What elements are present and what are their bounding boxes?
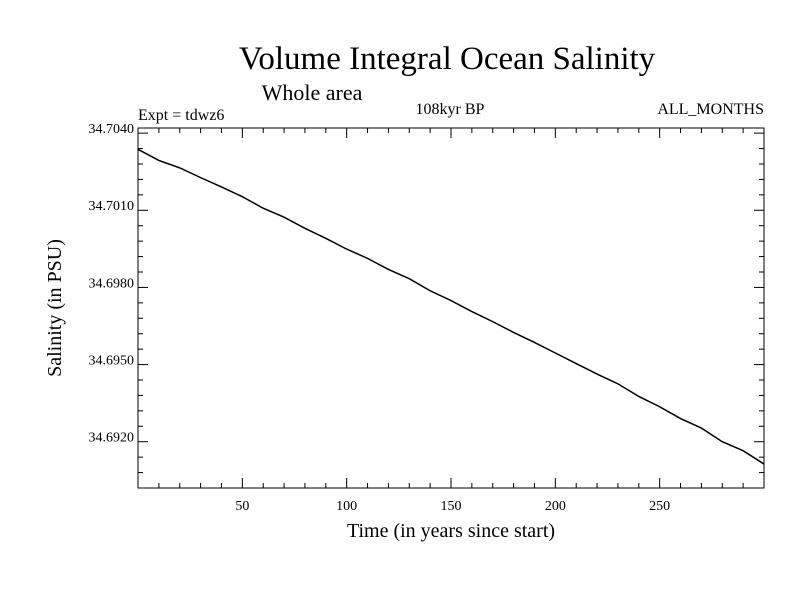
experiment-label: Expt = tdwz6 [138,107,224,124]
x-tick-label: 250 [649,499,670,514]
y-tick-label: 34.7010 [89,199,135,214]
y-tick-label: 34.6920 [89,431,135,446]
chart-subtitle: Whole area [262,80,363,105]
axis-ticks [138,128,764,488]
y-tick-label: 34.6980 [89,276,135,291]
x-tick-label: 150 [441,499,462,514]
chart-title: Volume Integral Ocean Salinity [239,41,656,77]
y-tick-label: 34.7040 [89,122,135,137]
x-tick-label: 100 [336,499,357,514]
x-tick-label: 200 [545,499,566,514]
x-tick-label: 50 [235,499,249,514]
x-axis-label: Time (in years since start) [347,520,555,542]
y-tick-label: 34.6950 [89,353,135,368]
plot-frame [137,127,765,489]
axis-tick-labels: 50 100 150 200 250 34.6920 34.6950 34.6980 34.70… [89,122,671,514]
period-label: 108kyr BP [416,101,485,118]
salinity-series-line [137,148,765,465]
months-label: ALL_MONTHS [657,101,764,118]
y-axis-label: Salinity (in PSU) [44,239,66,377]
